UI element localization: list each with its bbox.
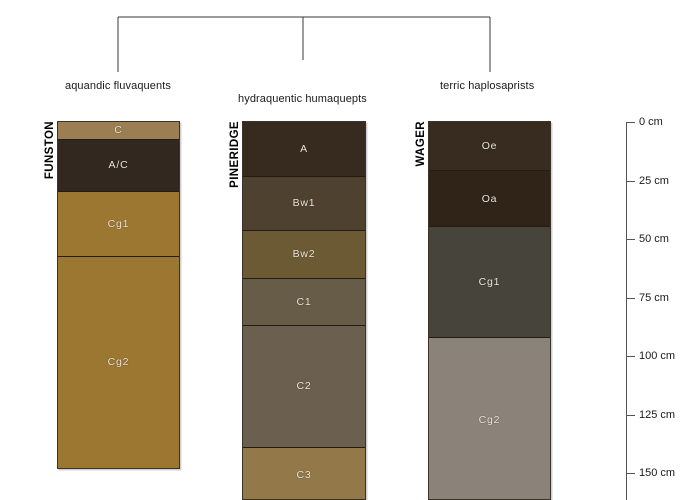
depth-tick	[626, 473, 635, 474]
soil-horizon-label: C3	[296, 468, 312, 481]
soil-horizon-label: Cg2	[107, 356, 130, 369]
soil-profile-funston: FUNSTON C A/C Cg1 Cg2	[0, 0, 200, 500]
profile-name-wager: WAGER	[415, 121, 427, 167]
depth-tick-label: 75 cm	[639, 291, 669, 304]
soil-horizon[interactable]: C	[58, 122, 179, 140]
soil-horizon[interactable]: Cg2	[429, 338, 550, 499]
taxon-label-aquandic-fluvaquents: aquandic fluvaquents	[65, 80, 171, 92]
soil-horizon-label: C	[114, 124, 123, 137]
depth-tick	[626, 414, 635, 416]
soil-horizon[interactable]: C3	[243, 448, 365, 499]
depth-tick-label: 0 cm	[639, 116, 663, 128]
taxon-label-terric-haplosaprists: terric haplosaprists	[440, 80, 535, 92]
soil-horizon-label: Oe	[481, 140, 498, 153]
soil-horizon[interactable]: Bw1	[243, 176, 365, 231]
soil-horizon[interactable]: Cg1	[58, 192, 179, 257]
soil-horizon-label: C2	[296, 380, 312, 393]
depth-axis: 0 cm 25 cm 50 cm 75 cm 100 cm 125 cm 150 cm	[626, 110, 700, 500]
soil-horizon[interactable]: Cg2	[58, 256, 179, 468]
soil-horizon-label: Cg1	[478, 276, 501, 289]
soil-column-funston[interactable]: C A/C Cg1 Cg2	[57, 121, 180, 469]
taxon-label-hydraquentic-humaquepts: hydraquentic humaquepts	[238, 93, 367, 105]
soil-column-wager[interactable]: Oe Oa Cg1 Cg2	[428, 121, 551, 500]
soil-horizon-label: A/C	[108, 159, 129, 172]
soil-horizon-label: A	[300, 142, 308, 155]
soil-horizon-label: Bw2	[292, 248, 316, 261]
depth-tick-label: 100 cm	[639, 350, 676, 362]
soil-horizon-label: C1	[296, 295, 312, 308]
depth-tick	[626, 356, 635, 357]
depth-axis-spine	[626, 122, 627, 500]
depth-tick	[626, 122, 635, 123]
soil-horizon[interactable]: A/C	[58, 139, 179, 193]
soil-horizon[interactable]: C2	[243, 325, 365, 449]
soil-horizon-label: Cg2	[478, 413, 501, 426]
depth-tick-label: 150 cm	[639, 467, 676, 479]
soil-profile-pineridge: PINERIDGE A Bw1 Bw2 C1 C2 C3	[229, 121, 366, 500]
soil-horizon[interactable]: Oa	[429, 171, 550, 228]
soil-column-pineridge[interactable]: A Bw1 Bw2 C1 C2 C3	[242, 121, 366, 500]
depth-tick-label: 25 cm	[639, 174, 669, 187]
soil-horizon-label: Oa	[481, 192, 498, 205]
depth-tick	[626, 297, 635, 299]
soil-horizon[interactable]: Cg1	[429, 227, 550, 339]
soil-profile-wager: WAGER Oe Oa Cg1 Cg2	[415, 121, 551, 500]
soil-horizon[interactable]: A	[243, 122, 365, 177]
depth-tick	[626, 239, 635, 240]
depth-tick	[626, 180, 635, 182]
depth-tick-label: 125 cm	[639, 408, 676, 421]
soil-horizon[interactable]: Bw2	[243, 230, 365, 279]
depth-tick-label: 50 cm	[639, 233, 669, 245]
soil-horizon[interactable]: Oe	[429, 122, 550, 172]
soil-horizon-label: Cg1	[107, 217, 130, 230]
soil-horizon-label: Bw1	[292, 197, 316, 210]
soil-horizon[interactable]: C1	[243, 278, 365, 326]
